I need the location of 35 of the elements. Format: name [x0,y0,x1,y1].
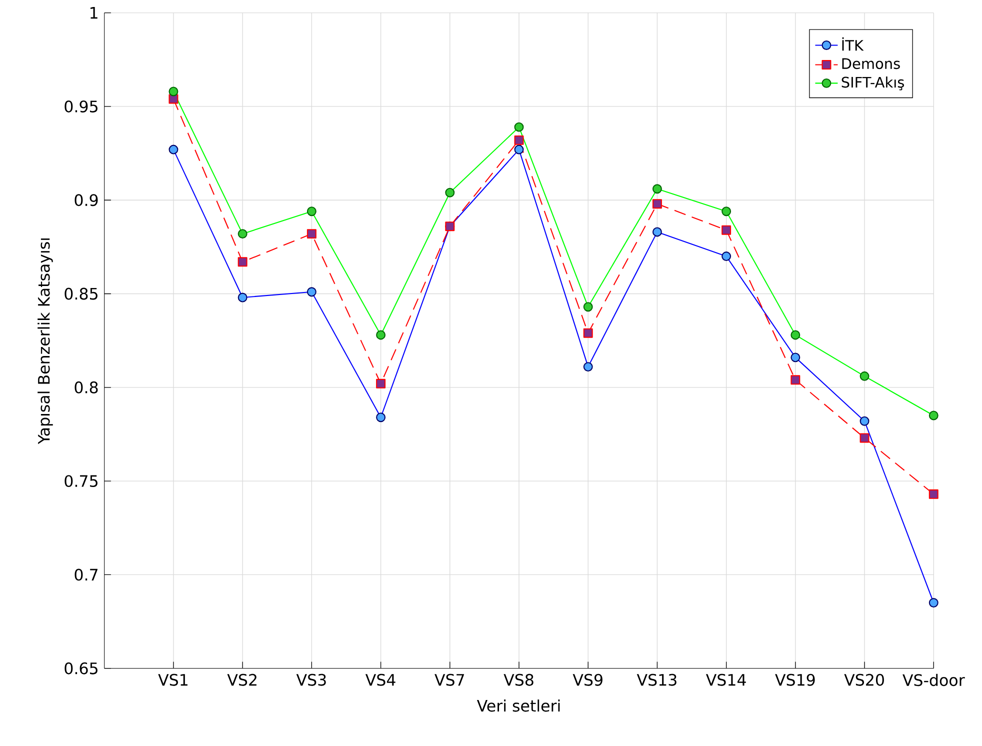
y-tick-label: 0.8 [74,381,98,394]
y-tick-label: 0.95 [64,100,98,112]
x-tick-label: VS8 [504,674,534,686]
x-tick-label: VS-door [902,674,965,686]
x-tick-label: VS4 [365,674,396,686]
x-tick-label: VS14 [706,674,746,686]
x-tick-label: VS3 [296,674,326,686]
point [583,328,593,338]
y-tick-label: 0.7 [74,568,98,581]
point [928,489,938,499]
x-tick-label: VS13 [636,674,676,686]
point [376,378,386,388]
y-tick-label: 0.85 [64,288,98,300]
x-tick-label: VS7 [434,674,464,686]
point [652,198,662,208]
x-tick-label: VS1 [158,674,188,686]
x-axis-title: Veri setleri [476,699,560,712]
y-tick-label: 0.65 [64,662,98,674]
y-axis-title: Yapısal Benzerlik Katsayısı [38,238,53,444]
point [514,135,524,145]
y-tick-label: 1 [90,6,98,18]
x-tick-label: VS19 [775,674,815,686]
legend-label: İTK [842,37,864,51]
x-tick-label: VS2 [227,674,256,686]
point [238,257,248,267]
x-tick-label: VS20 [844,674,884,686]
legend-label: Demons [842,58,900,69]
point [860,433,870,443]
point [722,225,732,235]
x-tick-label: VS9 [572,674,602,686]
y-tick-label: 0.9 [74,194,98,206]
point [306,228,316,238]
point [790,375,800,384]
legend-label: SIFT-Akış [842,76,904,90]
y-tick-label: 0.75 [64,474,98,487]
